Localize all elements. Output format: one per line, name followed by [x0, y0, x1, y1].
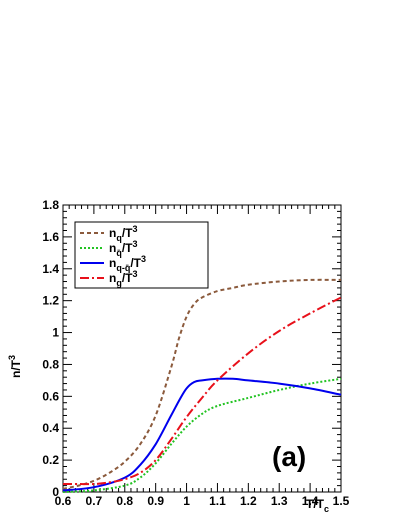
x-tick-label: 1.3 [271, 494, 288, 508]
y-tick-label: 0.6 [42, 389, 59, 403]
series-n-qbar-line [62, 377, 342, 493]
y-tick-label: 0.4 [42, 421, 59, 435]
x-tick-label: 0.6 [55, 494, 72, 508]
axis-labels: T/Tc n/T3 (a) [7, 355, 329, 514]
legend-label: nq-q̄/T3 [109, 254, 146, 273]
y-tick-label: 0.2 [42, 453, 59, 467]
x-tick-label: 1.4 [302, 494, 319, 508]
x-tick-label: 0.8 [116, 494, 133, 508]
plot-frame [62, 204, 342, 493]
y-tick-label: 1.8 [42, 198, 59, 212]
y-axis-title: n/T3 [7, 355, 23, 378]
series-n-g-line [62, 296, 342, 486]
y-tick-label: 0.8 [42, 357, 59, 371]
x-tick-label: 1 [183, 494, 190, 508]
x-tick-label: 1.1 [209, 494, 226, 508]
x-tick-label: 0.9 [147, 494, 164, 508]
x-tick-label: 0.7 [86, 494, 103, 508]
series-n-q-minus-qbar-line [62, 377, 342, 492]
legend-label: nq/T3 [109, 224, 138, 243]
x-axis-title: T/Tc [306, 497, 329, 514]
y-tick-label: 1.4 [42, 262, 59, 276]
y-tick-label: 1.2 [42, 294, 59, 308]
x-tick-label: 1.5 [333, 494, 350, 508]
plot-area [62, 204, 342, 493]
y-tick-label: 1.6 [42, 230, 59, 244]
series-n-q-line [62, 278, 342, 490]
legend-label: nq̄/T3 [109, 239, 138, 258]
x-tick-label: 1.2 [240, 494, 257, 508]
series-lines [62, 278, 342, 493]
legend-label: ng/T3 [109, 269, 138, 288]
panel-label: (a) [272, 441, 306, 472]
y-tick-label: 1 [52, 326, 59, 340]
y-tick-label: 0 [52, 485, 59, 499]
